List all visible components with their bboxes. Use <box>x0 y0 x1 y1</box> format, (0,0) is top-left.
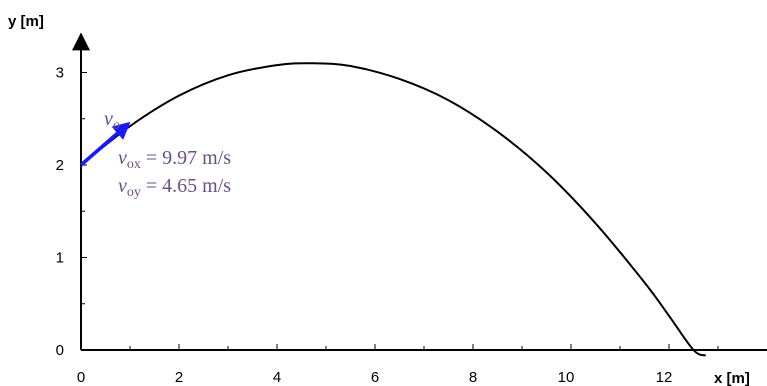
y-tick-label: 3 <box>56 65 64 82</box>
annotation-vox: vox = 9.97 m/s <box>118 147 231 172</box>
x-tick-label: 0 <box>77 369 85 386</box>
velocity-arrow <box>79 121 131 167</box>
annotation-vox-main: v <box>118 147 127 169</box>
y-tick-label: 1 <box>56 250 64 267</box>
y-ticks: 0 1 2 3 <box>56 65 87 359</box>
annotation-voy-value: = 4.65 m/s <box>141 175 231 197</box>
x-tick-label: 4 <box>273 369 281 386</box>
annotation-vox-sub: ox <box>127 157 141 172</box>
x-tick-label: 8 <box>469 369 477 386</box>
velocity-arrow-label-main: v <box>104 108 113 130</box>
x-tick-label: 10 <box>558 369 575 386</box>
x-ticks: 0 2 4 6 8 10 12 <box>77 344 719 386</box>
velocity-arrow-label: vo <box>104 108 120 133</box>
x-axis-title: x [m] <box>714 370 750 386</box>
annotation-voy-main: v <box>118 175 127 197</box>
annotation-voy-sub: oy <box>127 185 141 200</box>
y-tick-label: 2 <box>56 157 64 174</box>
y-tick-label: 0 <box>56 342 64 359</box>
x-tick-label: 2 <box>175 369 183 386</box>
annotation-vox-value: = 9.97 m/s <box>141 147 231 169</box>
velocity-arrow-label-sub: o <box>113 118 120 133</box>
annotation-voy: voy = 4.65 m/s <box>118 175 231 200</box>
trajectory-curve <box>80 62 707 357</box>
x-tick-label: 12 <box>656 369 673 386</box>
x-tick-label: 6 <box>371 369 379 386</box>
y-axis-title: y [m] <box>8 13 44 30</box>
